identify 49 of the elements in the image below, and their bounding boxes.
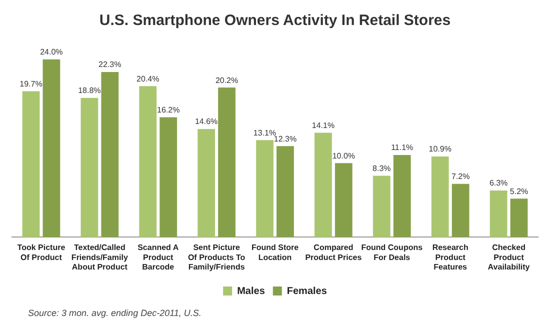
data-label: 11.1% xyxy=(391,143,414,152)
legend-label: Females xyxy=(286,286,328,297)
data-label: 14.6% xyxy=(194,117,218,126)
data-label: 22.3% xyxy=(98,60,122,70)
x-tick-label: Compared Product Prices xyxy=(305,243,362,262)
bar xyxy=(139,86,157,238)
data-label: 8.3% xyxy=(372,164,391,173)
chart-title: U.S. Smartphone Owners Activity In Retail Stores xyxy=(99,12,451,30)
data-label: 12.3% xyxy=(274,134,297,144)
data-label: 16.2% xyxy=(156,105,180,114)
x-tick-label: Texted/Called Friends/Family About Product xyxy=(71,243,128,272)
bar xyxy=(256,140,274,238)
data-label: 5.2% xyxy=(510,186,528,196)
bar xyxy=(314,132,332,238)
bar xyxy=(452,184,470,238)
bar xyxy=(393,154,411,238)
bar xyxy=(372,176,390,238)
x-tick-label: Sent Picture Of Products To Family/Friends xyxy=(188,243,246,272)
bar xyxy=(490,190,508,238)
data-label: 10.0% xyxy=(332,151,356,160)
data-label: 20.2% xyxy=(215,76,238,85)
data-label: 20.4% xyxy=(136,74,160,84)
x-tick-label: Scanned A Product Barcode xyxy=(138,243,179,272)
legend-label: Males xyxy=(237,286,266,297)
x-tick-label: Found Store Location xyxy=(251,243,300,262)
data-label: 19.7% xyxy=(20,79,42,88)
source-note: Source: 3 mon. avg. ending Dec-2011, U.S. xyxy=(27,308,202,318)
bar xyxy=(218,88,236,238)
bar xyxy=(80,98,98,238)
bar xyxy=(198,129,216,238)
bar xyxy=(431,156,449,238)
data-label: 24.0% xyxy=(40,48,63,57)
x-tick-label: Research Product Features xyxy=(432,243,468,272)
bar xyxy=(42,59,60,238)
data-label: 7.2% xyxy=(451,172,470,182)
data-label: 10.9% xyxy=(428,144,452,154)
x-tick-label: Found Coupons For Deals xyxy=(361,243,424,262)
bar xyxy=(334,163,352,238)
bar xyxy=(160,117,178,238)
bar xyxy=(276,146,294,238)
data-label: 14.1% xyxy=(312,120,335,130)
data-label: 6.3% xyxy=(489,178,508,188)
bar xyxy=(101,72,119,238)
data-label: 13.1% xyxy=(253,128,276,138)
x-tick-label: Took Picture Of Product xyxy=(17,243,66,262)
data-label: 18.8% xyxy=(78,86,101,96)
x-tick-label: Checked Product Availability xyxy=(488,243,530,272)
bar xyxy=(22,91,40,238)
bar xyxy=(510,198,528,238)
